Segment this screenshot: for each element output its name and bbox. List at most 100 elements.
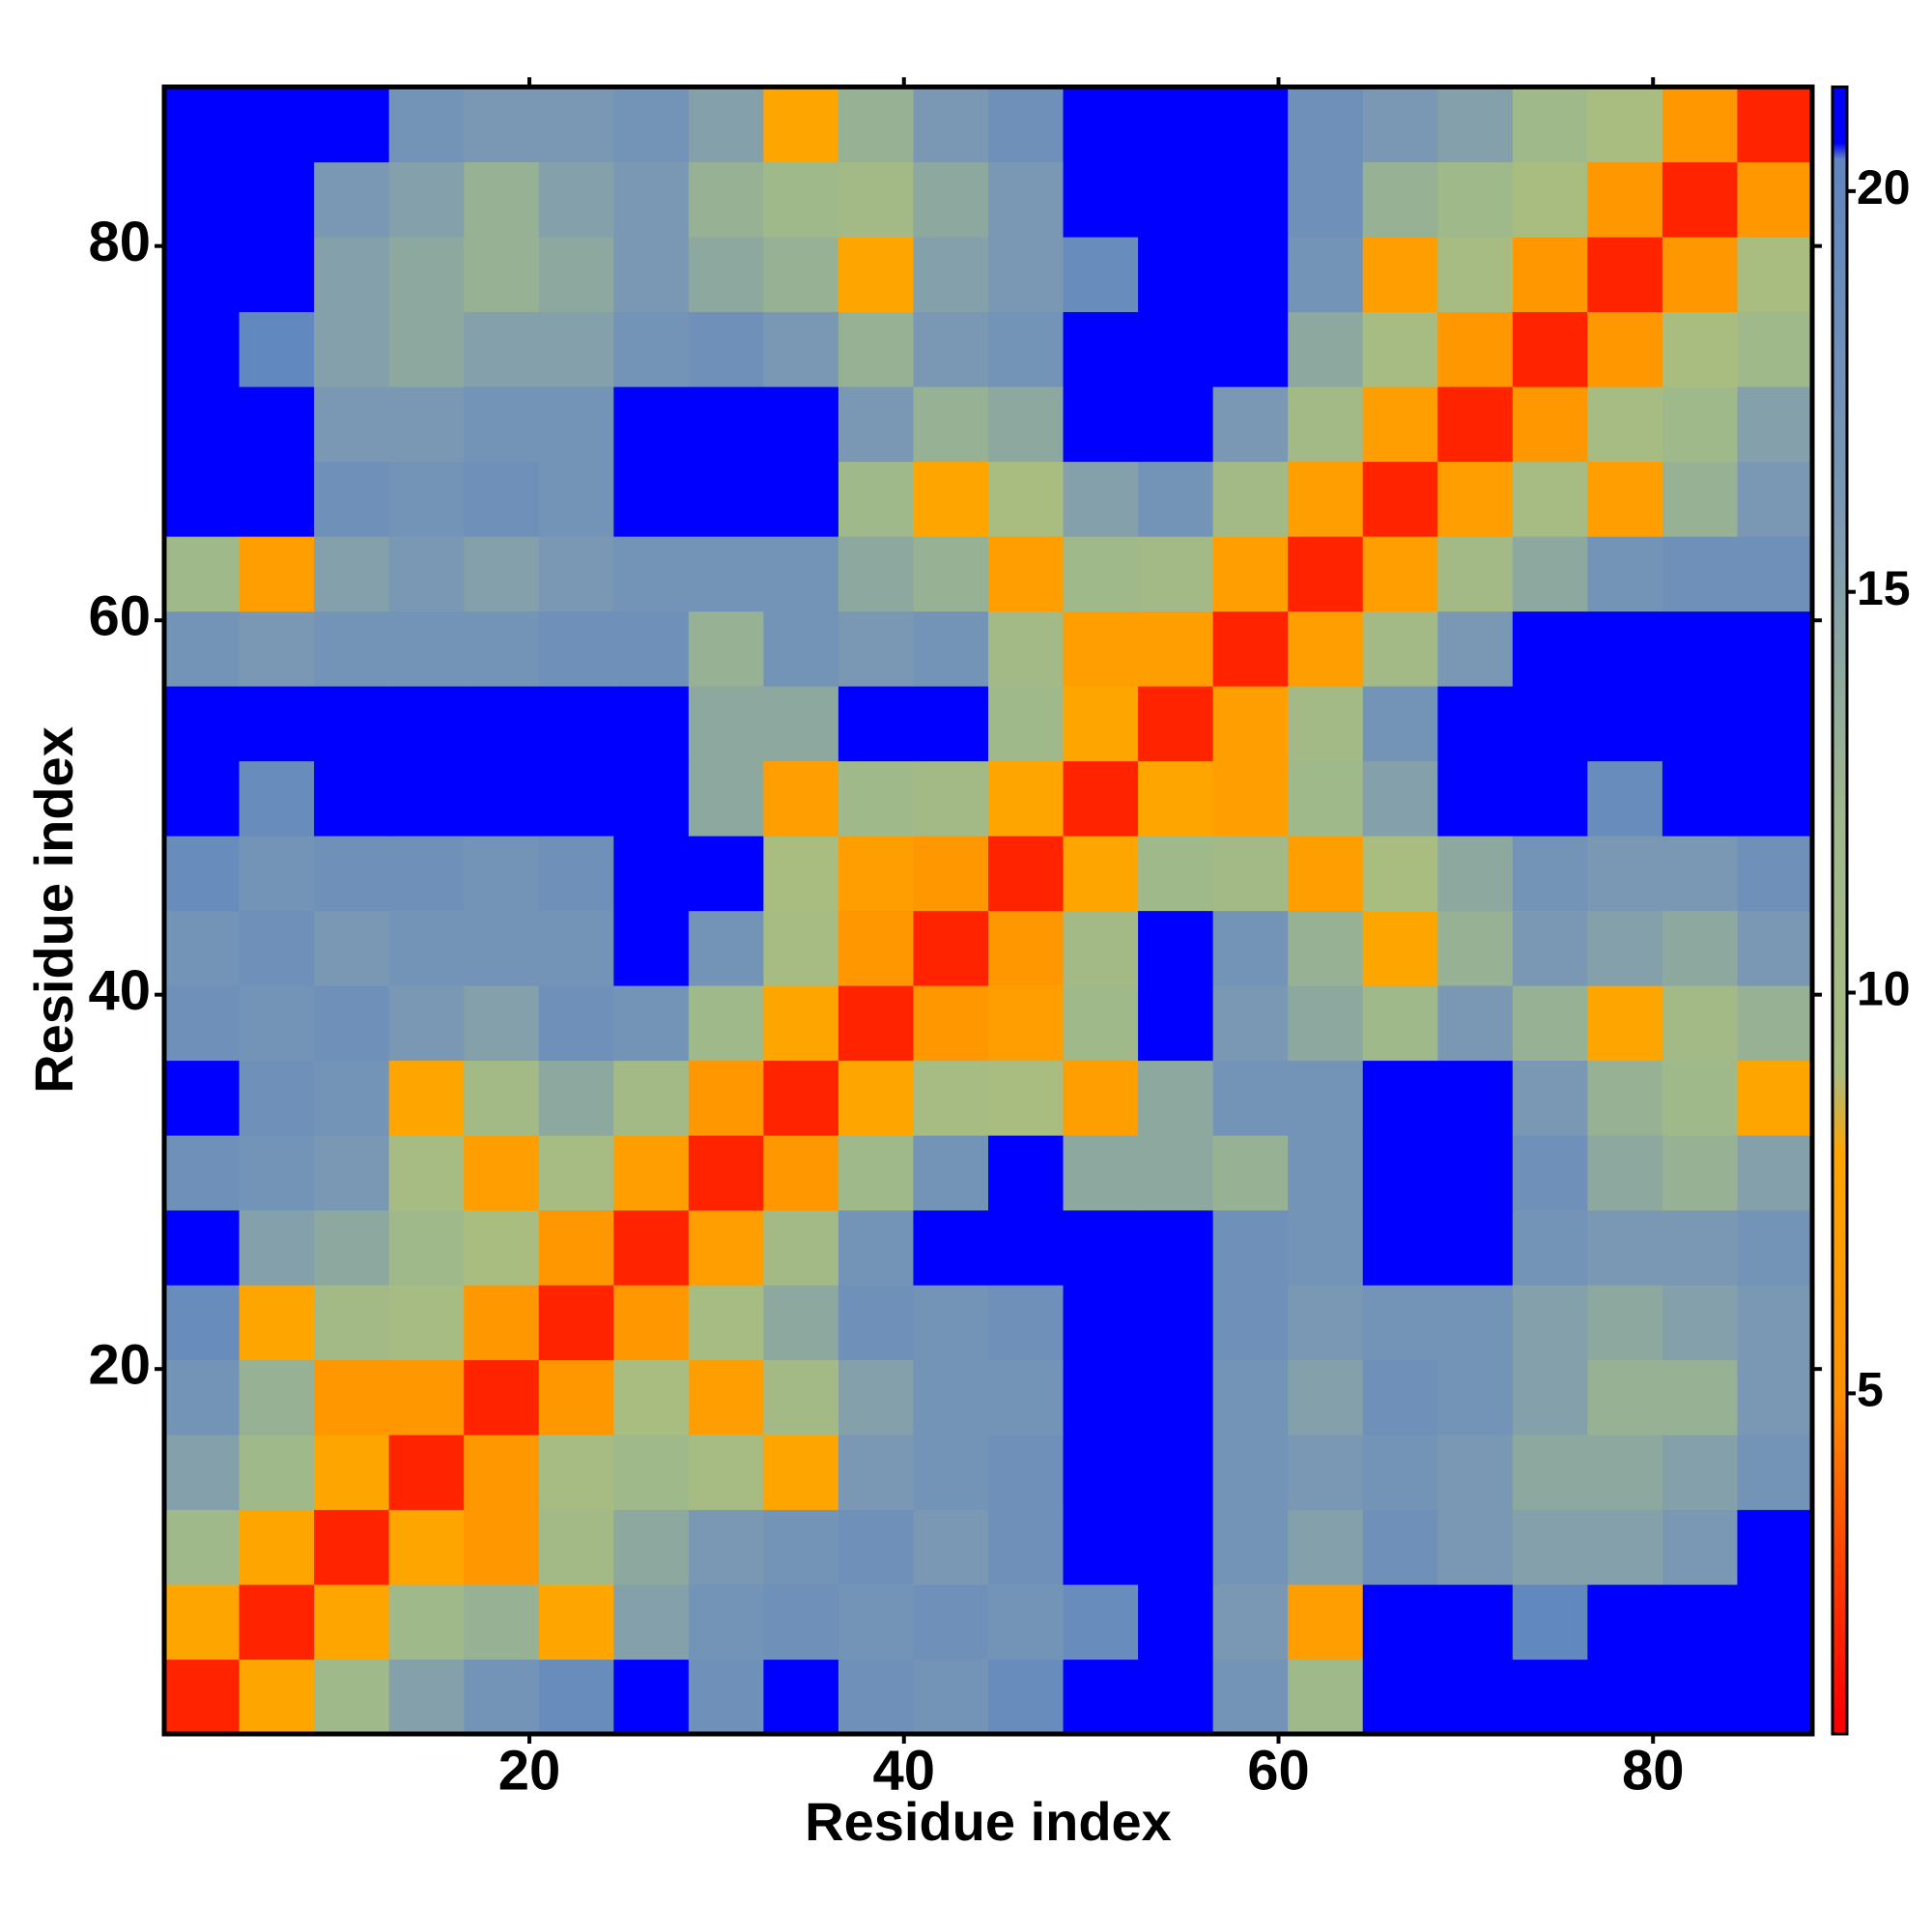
heatmap-cell: [1737, 985, 1813, 1062]
heatmap-cell: [838, 611, 915, 687]
y-tick-label: 20: [88, 1334, 151, 1397]
heatmap-cell: [1362, 836, 1438, 912]
heatmap-cell: [239, 910, 315, 986]
heatmap-cell: [838, 1584, 915, 1661]
heatmap-cell: [688, 237, 764, 313]
heatmap-cell: [913, 1584, 989, 1661]
heatmap-cell: [1138, 611, 1214, 687]
heatmap-cell: [1063, 461, 1139, 537]
heatmap-cell: [538, 311, 614, 387]
heatmap-cell: [1063, 1060, 1139, 1136]
heatmap-cell: [1737, 237, 1813, 313]
heatmap-cell: [838, 985, 915, 1062]
colorbar-tick-label: 10: [1857, 962, 1911, 1016]
heatmap-cell: [613, 1435, 690, 1511]
x-tick-label: 60: [1247, 1739, 1310, 1802]
heatmap-cell: [1063, 1435, 1139, 1511]
heatmap-cell: [1063, 836, 1139, 912]
heatmap-cell: [688, 611, 764, 687]
heatmap-cell: [1362, 1209, 1438, 1286]
heatmap-cell: [1212, 1209, 1289, 1286]
heatmap-cell: [988, 1135, 1065, 1211]
heatmap-cell: [1512, 910, 1588, 986]
heatmap-cell: [1288, 1659, 1364, 1735]
heatmap-cell: [613, 760, 690, 837]
heatmap-cell: [613, 161, 690, 238]
heatmap-cell: [763, 1359, 839, 1435]
heatmap-cell: [1362, 1435, 1438, 1511]
heatmap-cell: [613, 386, 690, 463]
heatmap-cell: [464, 1285, 540, 1361]
heatmap-cell: [1437, 161, 1514, 238]
heatmap-cell: [314, 1435, 390, 1511]
heatmap-cell: [1063, 1285, 1139, 1361]
heatmap-cell: [1212, 386, 1289, 463]
heatmap-cell: [688, 161, 764, 238]
heatmap-cell: [1587, 386, 1663, 463]
heatmap-cell: [1437, 311, 1514, 387]
heatmap-cell: [239, 87, 315, 163]
heatmap-cell: [763, 686, 839, 762]
heatmap-cell: [613, 461, 690, 537]
heatmap-cell: [464, 1659, 540, 1735]
heatmap-cell: [763, 1435, 839, 1511]
heatmap-cell: [1437, 985, 1514, 1062]
heatmap-cell: [388, 461, 465, 537]
heatmap-cell: [164, 461, 241, 537]
heatmap-cell: [464, 760, 540, 837]
heatmap-cell: [1512, 760, 1588, 837]
heatmap-cell: [538, 87, 614, 163]
heatmap-cell: [613, 1359, 690, 1435]
heatmap-cell: [763, 1060, 839, 1136]
heatmap-cell: [1362, 760, 1438, 837]
heatmap-cell: [1437, 461, 1514, 537]
heatmap-cell: [1587, 1359, 1663, 1435]
heatmap-cell: [763, 1659, 839, 1735]
heatmap-cell: [1212, 1435, 1289, 1511]
heatmap-cell: [913, 1359, 989, 1435]
heatmap-cell: [763, 1209, 839, 1286]
heatmap-cell: [1737, 1285, 1813, 1361]
heatmap-cell: [688, 1209, 764, 1286]
heatmap-cell: [1437, 87, 1514, 163]
heatmap-cell: [613, 1209, 690, 1286]
heatmap-cell: [913, 1060, 989, 1136]
heatmap-cell: [538, 1659, 614, 1735]
heatmap-cell: [1288, 536, 1364, 612]
heatmap-cell: [239, 461, 315, 537]
heatmap-cell: [1138, 1285, 1214, 1361]
heatmap-cell: [1362, 1659, 1438, 1735]
heatmap-cell: [913, 836, 989, 912]
x-tick-label: 40: [873, 1739, 936, 1802]
heatmap-cell: [1362, 237, 1438, 313]
colorbar-tick-label: 15: [1857, 561, 1911, 615]
heatmap-cell: [538, 237, 614, 313]
heatmap-cell: [688, 87, 764, 163]
heatmap-cell: [1063, 686, 1139, 762]
heatmap-cell: [1662, 311, 1739, 387]
heatmap-cell: [763, 461, 839, 537]
heatmap-cell: [164, 1285, 241, 1361]
heatmap-cell: [913, 611, 989, 687]
heatmap-cell: [1063, 985, 1139, 1062]
heatmap-cell: [1362, 87, 1438, 163]
heatmap-cell: [1212, 161, 1289, 238]
heatmap-cell: [164, 1659, 241, 1735]
heatmap-cell: [688, 1060, 764, 1136]
heatmap-cell: [538, 1285, 614, 1361]
heatmap-cell: [1662, 611, 1739, 687]
heatmap-cell: [464, 1509, 540, 1585]
heatmap-cell: [314, 1285, 390, 1361]
heatmap-cell: [763, 536, 839, 612]
heatmap-cell: [314, 237, 390, 313]
heatmap-cell: [314, 386, 390, 463]
heatmap-cell: [1063, 161, 1139, 238]
heatmap-cell: [388, 237, 465, 313]
heatmap-cell: [314, 536, 390, 612]
heatmap-cell: [613, 536, 690, 612]
heatmap-cell: [1737, 1209, 1813, 1286]
heatmap-cell: [1662, 1435, 1739, 1511]
heatmap-cell: [1662, 87, 1739, 163]
heatmap-cell: [314, 611, 390, 687]
